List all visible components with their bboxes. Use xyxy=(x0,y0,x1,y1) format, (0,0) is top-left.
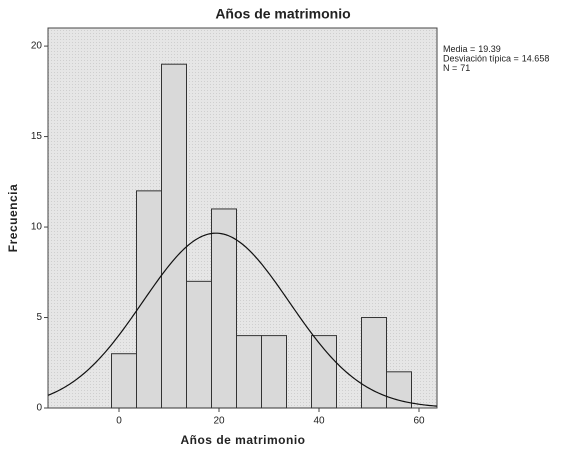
x-tick-label: 0 xyxy=(116,416,122,427)
stat-text: N = 71 xyxy=(443,63,470,73)
chart-title: Años de matrimonio xyxy=(215,6,350,22)
stat-value: 19.39 xyxy=(478,44,501,54)
stat-label: Media = xyxy=(443,44,475,54)
bar xyxy=(261,335,287,409)
x-tick-label: 60 xyxy=(413,416,425,427)
y-tick-label: 10 xyxy=(31,222,43,233)
x-axis-label: Años de matrimonio xyxy=(180,433,305,447)
stat-text: Desviación típica = 14.658 xyxy=(443,54,549,64)
y-tick-label: 0 xyxy=(36,403,42,414)
bar xyxy=(361,317,387,409)
stat-label: Desviación típica = xyxy=(443,54,519,64)
y-tick-label: 15 xyxy=(31,131,43,142)
bar xyxy=(186,280,212,409)
y-tick-label: 5 xyxy=(36,312,42,323)
stat-text: Media = 19.39 xyxy=(443,44,501,54)
y-tick-label: 20 xyxy=(31,41,43,52)
stat-value: 71 xyxy=(460,63,470,73)
y-axis-label: Frecuencia xyxy=(6,184,20,252)
x-tick-label: 40 xyxy=(313,416,325,427)
bar xyxy=(111,353,137,409)
bar xyxy=(161,63,187,409)
x-tick-label: 20 xyxy=(213,416,225,427)
bar xyxy=(236,335,262,409)
bar xyxy=(136,190,162,409)
stat-label: N = xyxy=(443,63,457,73)
bar xyxy=(211,208,237,409)
bar xyxy=(311,335,337,409)
stat-value: 14.658 xyxy=(522,54,550,64)
normal-curve xyxy=(47,232,438,407)
